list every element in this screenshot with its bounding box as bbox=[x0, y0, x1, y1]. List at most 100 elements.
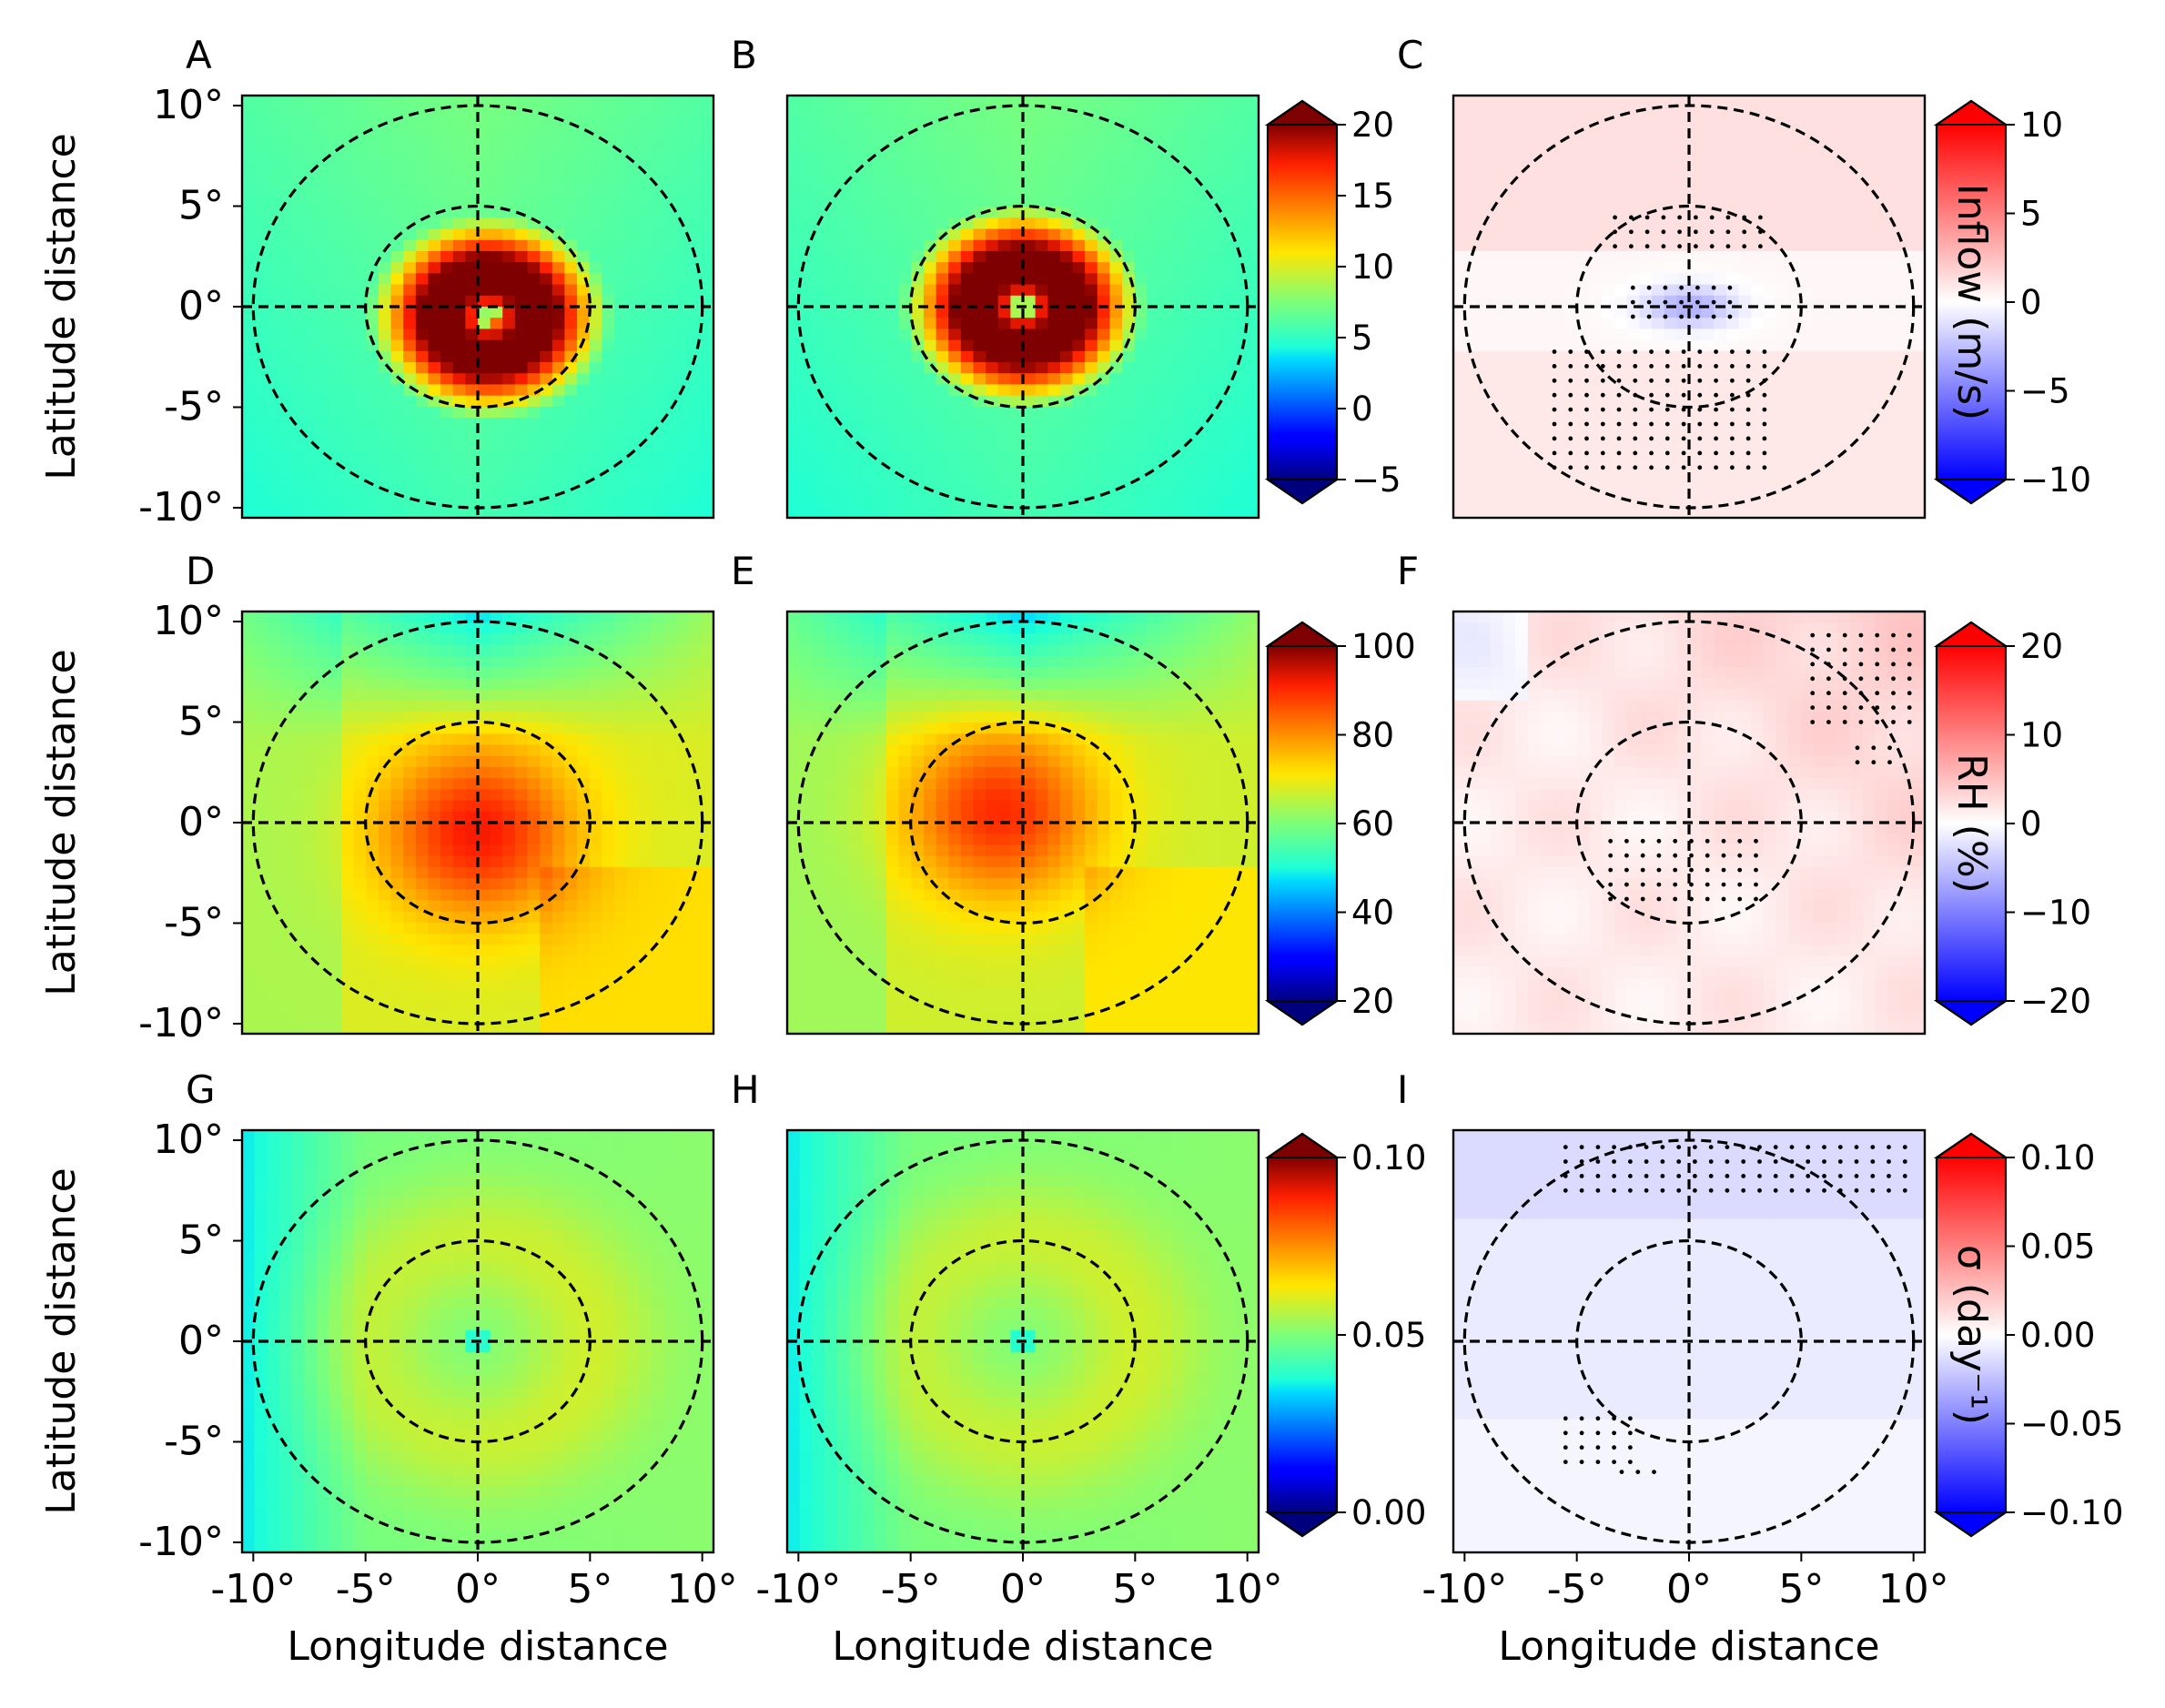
heat-cell bbox=[898, 373, 913, 386]
heat-cell bbox=[1453, 418, 1467, 430]
heat-cell bbox=[1515, 217, 1529, 230]
heat-cell bbox=[960, 262, 975, 275]
heat-cell bbox=[378, 611, 392, 624]
heat-cell bbox=[1887, 440, 1901, 452]
heat-cell bbox=[1147, 362, 1160, 375]
heat-cell bbox=[551, 395, 566, 408]
heatmap-B bbox=[787, 96, 1259, 518]
heat-cell bbox=[1725, 450, 1740, 463]
heat-cell bbox=[1515, 117, 1529, 130]
heat-cell bbox=[390, 395, 405, 408]
heat-cell bbox=[1813, 406, 1826, 419]
heat-cell bbox=[366, 823, 379, 835]
heat-cell bbox=[366, 889, 379, 902]
heat-cell bbox=[1652, 395, 1665, 408]
heat-cell bbox=[1564, 162, 1579, 175]
heat-cell bbox=[1825, 295, 1839, 308]
heat-cell bbox=[1540, 373, 1553, 386]
heat-cell bbox=[602, 350, 615, 363]
heat-cell bbox=[1825, 473, 1839, 486]
heat-cell bbox=[1010, 373, 1024, 386]
heat-cell bbox=[1196, 328, 1210, 341]
heat-cell bbox=[936, 207, 950, 219]
heat-cell bbox=[1589, 184, 1604, 197]
heat-cell bbox=[1602, 217, 1616, 230]
heat-cell bbox=[540, 307, 553, 319]
heat-cell bbox=[1602, 106, 1616, 119]
heat-cell bbox=[440, 384, 454, 397]
heat-cell bbox=[836, 151, 850, 164]
heat-cell bbox=[1122, 339, 1136, 352]
heat-cell bbox=[1502, 318, 1516, 330]
heat-cell bbox=[1010, 473, 1024, 486]
heat-cell bbox=[329, 678, 342, 691]
heat-cell bbox=[1246, 440, 1259, 452]
heat-cell bbox=[886, 395, 900, 408]
heat-cell bbox=[688, 239, 703, 252]
heat-cell bbox=[366, 700, 379, 713]
heat-cell bbox=[1540, 184, 1553, 197]
heat-cell bbox=[1134, 362, 1148, 375]
heat-cell bbox=[1701, 117, 1715, 130]
heat-cell bbox=[304, 834, 318, 846]
heat-cell bbox=[329, 484, 342, 497]
heat-cell bbox=[514, 461, 529, 474]
stipple-dot bbox=[1600, 407, 1605, 412]
heat-cell bbox=[589, 429, 603, 441]
heat-cell bbox=[1862, 384, 1877, 397]
heat-cell bbox=[824, 384, 838, 397]
heat-cell bbox=[1023, 173, 1037, 186]
heat-cell bbox=[836, 328, 850, 341]
heat-cell bbox=[316, 611, 330, 624]
heat-cell bbox=[428, 373, 441, 386]
heat-cell bbox=[799, 195, 814, 207]
stipple-dot bbox=[1745, 421, 1751, 427]
heat-cell bbox=[291, 162, 305, 175]
heat-cell bbox=[639, 228, 653, 241]
heat-cell bbox=[997, 173, 1012, 186]
heat-cell bbox=[366, 755, 379, 768]
heat-cell bbox=[1147, 128, 1160, 141]
heat-cell bbox=[1751, 96, 1765, 108]
heat-cell bbox=[688, 128, 703, 141]
heat-cell bbox=[1147, 328, 1160, 341]
heat-cell bbox=[688, 162, 703, 175]
heat-cell bbox=[688, 117, 703, 130]
heat-cell bbox=[1738, 273, 1752, 286]
heat-cell bbox=[254, 789, 268, 802]
heat-cell bbox=[1147, 495, 1160, 508]
heat-cell bbox=[502, 373, 516, 386]
heat-cell bbox=[898, 173, 913, 186]
heat-cell bbox=[602, 250, 615, 263]
heat-cell bbox=[1478, 273, 1492, 286]
heat-cell bbox=[1652, 239, 1665, 252]
heat-cell bbox=[701, 318, 713, 330]
heat-cell bbox=[1171, 418, 1186, 430]
heat-cell bbox=[1246, 418, 1259, 430]
heat-cell bbox=[1072, 373, 1086, 386]
heat-cell bbox=[1233, 207, 1248, 219]
heat-cell bbox=[1776, 162, 1789, 175]
heat-cell bbox=[701, 429, 713, 441]
heat-cell bbox=[242, 823, 256, 835]
heat-cell bbox=[353, 318, 368, 330]
heat-cell bbox=[254, 162, 268, 175]
heat-cell bbox=[316, 139, 330, 152]
heat-cell bbox=[316, 307, 330, 319]
stipple-dot bbox=[1695, 314, 1700, 319]
stipple-dot bbox=[1633, 378, 1638, 383]
heat-cell bbox=[267, 689, 280, 702]
heat-cell bbox=[1122, 440, 1136, 452]
heat-cell bbox=[316, 106, 330, 119]
heat-cell bbox=[1527, 307, 1542, 319]
heat-cell bbox=[1490, 295, 1504, 308]
heat-cell bbox=[1023, 195, 1037, 207]
heat-cell bbox=[540, 207, 553, 219]
heat-cell bbox=[1714, 339, 1727, 352]
heat-cell bbox=[403, 362, 417, 375]
heat-cell bbox=[428, 250, 441, 263]
heat-cell bbox=[676, 440, 690, 452]
heat-cell bbox=[861, 273, 875, 286]
heat-cell bbox=[540, 484, 553, 497]
heat-cell bbox=[1502, 117, 1516, 130]
